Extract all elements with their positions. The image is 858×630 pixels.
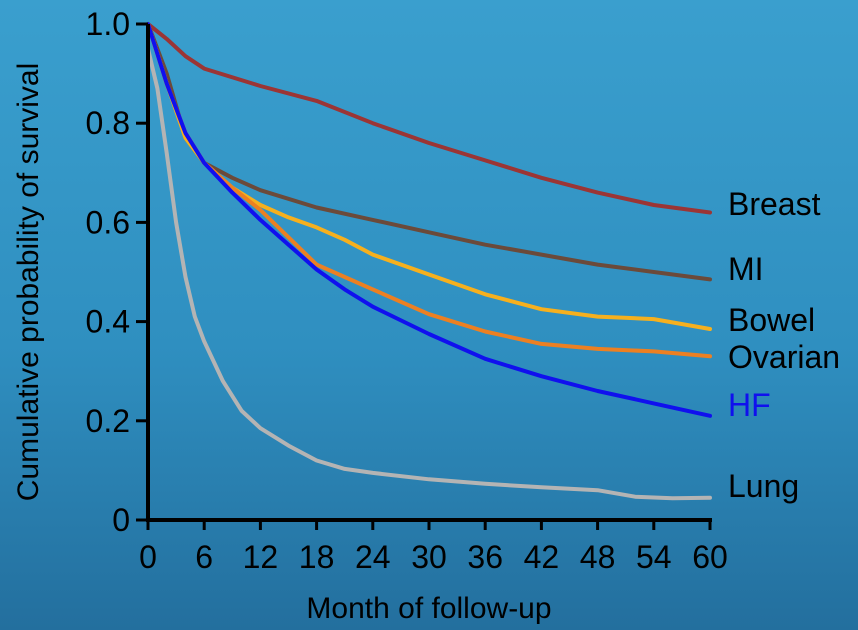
x-axis-title: Month of follow-up [306, 592, 551, 625]
series-layer [146, 22, 712, 501]
y-tick-label: 0.2 [86, 403, 130, 439]
x-tick-label: 24 [355, 539, 391, 575]
x-tick-label: 42 [524, 539, 560, 575]
series-label-bowel: Bowel [728, 302, 815, 338]
series-line-mi [146, 22, 712, 282]
series-line-breast [146, 22, 712, 215]
x-tick-label: 60 [692, 539, 728, 575]
x-tick-label: 6 [195, 539, 213, 575]
x-ticks: 0 6 12 18 24 30 36 42 48 54 60 [139, 520, 728, 575]
x-tick-label: 30 [411, 539, 447, 575]
series-label-hf: HF [728, 387, 771, 423]
x-tick-label: 0 [139, 539, 157, 575]
y-ticks: 0 0.2 0.4 0.6 0.8 1.0 [86, 6, 148, 538]
x-tick-label: 12 [243, 539, 279, 575]
x-tick-label: 54 [636, 539, 672, 575]
series-label-ovarian: Ovarian [728, 339, 840, 375]
x-tick-label: 48 [580, 539, 616, 575]
series-label-breast: Breast [728, 186, 821, 222]
y-axis-title: Cumulative probability of survival [12, 63, 45, 502]
series-line-lung [146, 46, 712, 501]
y-tick-label: 0 [112, 502, 130, 538]
series-line-hf [146, 22, 712, 418]
y-tick-label: 0.8 [86, 105, 130, 141]
y-tick-label: 0.6 [86, 204, 130, 240]
series-label-lung: Lung [728, 468, 799, 504]
y-tick-label: 0.4 [86, 304, 130, 340]
y-tick-label: 1.0 [86, 6, 130, 42]
x-tick-label: 18 [299, 539, 335, 575]
x-tick-label: 36 [467, 539, 503, 575]
series-label-mi: MI [728, 251, 764, 287]
